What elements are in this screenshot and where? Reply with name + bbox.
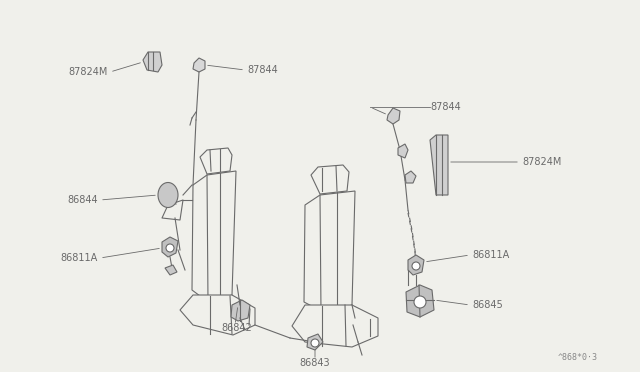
Polygon shape (165, 265, 177, 275)
Text: 87824M: 87824M (68, 67, 108, 77)
Polygon shape (231, 300, 250, 321)
Text: 86842: 86842 (221, 323, 252, 333)
Polygon shape (430, 135, 448, 195)
Polygon shape (311, 165, 349, 194)
Polygon shape (200, 148, 232, 174)
Text: 87824M: 87824M (522, 157, 561, 167)
Polygon shape (143, 52, 162, 72)
Polygon shape (398, 144, 408, 158)
Circle shape (414, 296, 426, 308)
Circle shape (311, 339, 319, 347)
Polygon shape (387, 108, 400, 124)
Ellipse shape (158, 183, 178, 208)
Polygon shape (292, 305, 378, 347)
Text: 86845: 86845 (472, 300, 503, 310)
Polygon shape (162, 237, 178, 257)
Polygon shape (192, 171, 236, 302)
Text: 86843: 86843 (300, 358, 330, 368)
Polygon shape (405, 171, 416, 183)
Text: 87844: 87844 (247, 65, 278, 75)
Circle shape (412, 262, 420, 270)
Circle shape (166, 244, 174, 252)
Polygon shape (406, 285, 434, 317)
Text: 86811A: 86811A (472, 250, 509, 260)
Polygon shape (193, 58, 205, 72)
Text: 86811A: 86811A (61, 253, 98, 263)
Polygon shape (408, 255, 424, 275)
Polygon shape (180, 295, 255, 335)
Text: 86844: 86844 (67, 195, 98, 205)
Polygon shape (304, 191, 355, 313)
Polygon shape (307, 334, 323, 350)
Text: 87844: 87844 (430, 102, 461, 112)
Text: ^868*0·3: ^868*0·3 (558, 353, 598, 362)
